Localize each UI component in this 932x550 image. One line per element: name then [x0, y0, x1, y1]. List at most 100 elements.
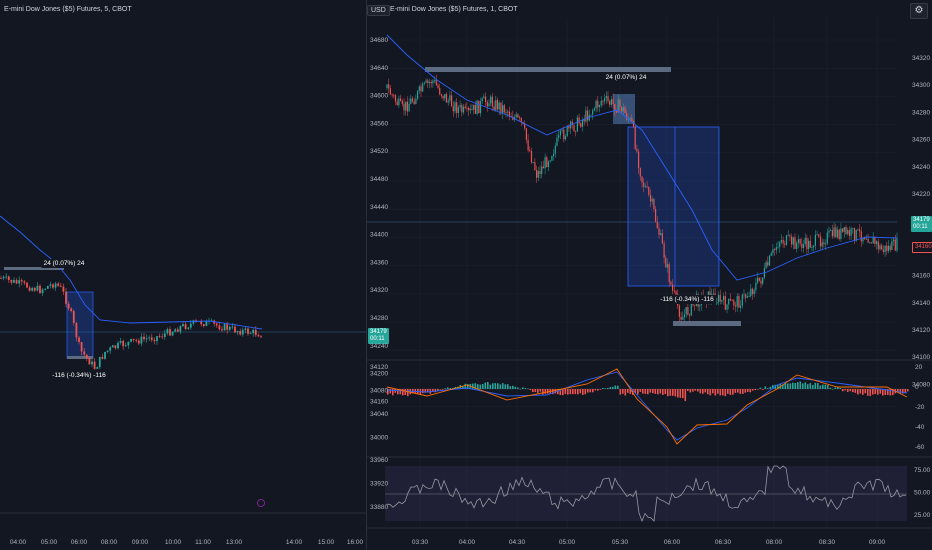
macd-histogram-bar — [619, 389, 622, 395]
left-time-tick: 08:00 — [101, 539, 118, 546]
right-candle-body — [712, 293, 714, 295]
left-time-tick: 10:00 — [165, 539, 182, 546]
left-candle-body — [75, 322, 78, 338]
right-candle-body — [833, 227, 835, 237]
left-candle-body — [228, 326, 231, 330]
right-candle-body — [641, 176, 643, 183]
macd-histogram-bar — [544, 389, 547, 394]
right-candle-body — [842, 228, 844, 232]
right-candle-body — [427, 80, 429, 83]
left-short-position-label: -116 (-0.34%) -116 — [50, 371, 108, 380]
macd-histogram-bar — [774, 384, 777, 389]
macd-histogram-bar — [797, 382, 799, 389]
right-candle-body — [634, 126, 636, 150]
right-chart-panel[interactable]: 34680 34640 34600 34560 34520 34480 34440 34400… — [367, 0, 932, 550]
left-candle-body — [15, 280, 18, 284]
right-candle-body — [624, 107, 626, 113]
right-candle-body — [821, 242, 823, 247]
macd-left-axis-tick: 34120 — [370, 364, 388, 371]
right-candle-body — [860, 231, 862, 242]
right-candle-body — [660, 233, 662, 235]
left-candle-body — [239, 331, 242, 335]
left-candle-body — [202, 324, 205, 326]
left-candle-body — [117, 342, 119, 349]
right-candle-body — [716, 302, 718, 304]
right-candle-body — [723, 296, 725, 301]
right-candle-body — [736, 296, 738, 307]
right-candle-body — [629, 118, 631, 120]
macd-histogram-bar — [819, 385, 822, 389]
right-candle-body — [814, 234, 816, 246]
right-candle-body — [813, 245, 815, 248]
macd-histogram-bar — [487, 382, 489, 389]
macd-histogram-bar — [784, 383, 787, 389]
right-candle-body — [388, 84, 390, 89]
right-candle-body — [670, 281, 672, 285]
left-event-marker-icon — [257, 499, 265, 507]
macd-histogram-bar — [672, 389, 674, 396]
macd-histogram-bar — [482, 383, 484, 389]
macd-histogram-bar — [807, 384, 809, 389]
right-candle-body — [750, 288, 752, 297]
right-candle-body — [658, 228, 660, 235]
right-candle-body — [451, 95, 453, 107]
right-price-axis-right-tick: 34320 — [912, 55, 930, 62]
right-price-axis-left-tick: 34600 — [370, 93, 388, 100]
left-candle-body — [241, 329, 244, 335]
macd-histogram-bar — [789, 383, 792, 389]
right-candle-body — [826, 232, 828, 244]
left-countdown: 00:11 — [370, 336, 385, 342]
right-candle-body — [816, 234, 818, 236]
left-candle-body — [44, 288, 47, 290]
macd-histogram-bar — [604, 388, 607, 389]
left-long-position-label: 24 (0.07%) 24 — [41, 259, 87, 268]
macd-histogram-bar — [727, 389, 729, 394]
right-candle-body — [643, 182, 645, 187]
right-candle-body — [479, 101, 482, 114]
left-candle-body — [195, 320, 197, 322]
gear-icon[interactable]: ⚙ — [910, 3, 928, 19]
left-candle-body — [234, 326, 236, 333]
macd-histogram-bar — [639, 389, 642, 392]
macd-histogram-bar — [509, 386, 512, 389]
left-time-tick: 06:00 — [71, 539, 88, 546]
currency-button[interactable]: USD — [367, 5, 390, 16]
right-candle-body — [791, 236, 793, 245]
right-candle-body — [775, 247, 777, 251]
macd-histogram-bar — [629, 389, 632, 394]
right-candle-body — [483, 96, 485, 99]
left-chart-panel[interactable]: E-mini Dow Jones ($5) Futures, 5, CBOT 0… — [0, 0, 389, 550]
right-price-tag: 34179 00:11 — [911, 216, 932, 232]
macd-histogram-bar — [824, 384, 827, 389]
macd-histogram-bar — [699, 389, 702, 394]
right-candle-body — [428, 81, 431, 83]
macd-histogram-bar — [602, 387, 604, 389]
macd-histogram-bar — [864, 389, 867, 394]
left-candle-body — [101, 356, 104, 359]
macd-histogram-bar — [442, 389, 444, 390]
left-candle-body — [244, 328, 247, 330]
macd-histogram-bar — [769, 386, 772, 389]
left-candle-body — [23, 281, 26, 283]
left-candle-body — [59, 285, 62, 287]
left-candle-body — [215, 323, 218, 326]
macd-histogram-bar — [449, 388, 452, 389]
right-countdown: 00:11 — [913, 224, 928, 230]
macd-histogram-bar — [539, 389, 542, 392]
right-candle-body — [564, 136, 567, 140]
right-candle-body — [870, 242, 873, 244]
right-candle-body — [473, 104, 475, 110]
right-candle-body — [649, 194, 652, 202]
macd-histogram-bar — [732, 389, 734, 395]
macd-histogram-bar — [682, 389, 684, 399]
left-chart-canvas[interactable]: 04:00 05:00 06:00 08:00 09:00 10:00 11:00 13:00… — [0, 0, 366, 550]
macd-histogram-bar — [897, 389, 899, 393]
right-price-axis-left-tick: 34160 — [370, 398, 388, 405]
right-candle-body — [655, 209, 657, 222]
macd-histogram-bar — [814, 382, 817, 389]
right-candle-body — [656, 221, 658, 229]
right-chart-canvas[interactable]: 34680 34640 34600 34560 34520 34480 34440 34400… — [367, 0, 932, 550]
left-candle-body — [49, 284, 52, 286]
right-candle-body — [583, 119, 585, 122]
macd-histogram-bar — [474, 383, 477, 389]
